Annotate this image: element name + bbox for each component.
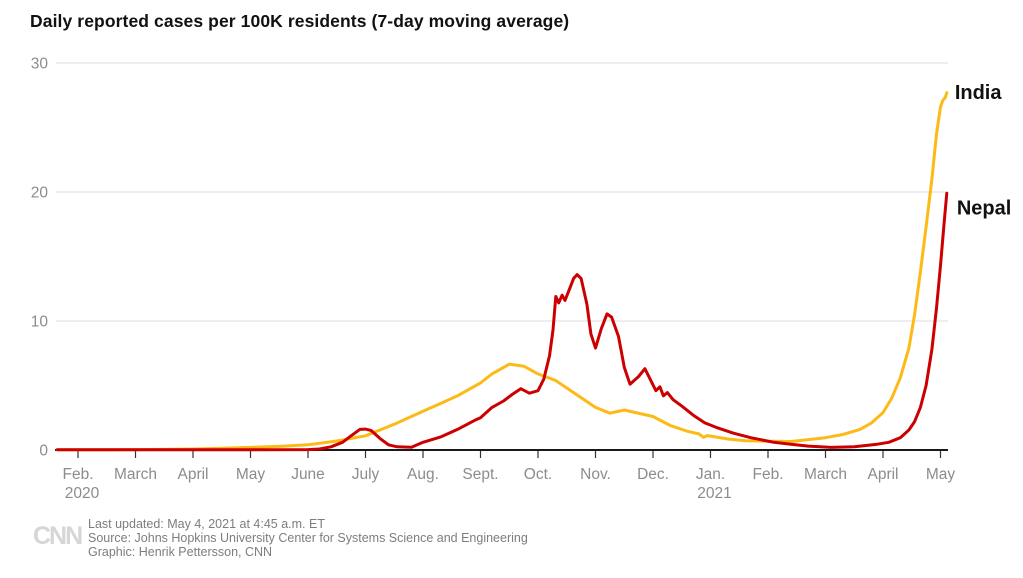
series-line-india	[55, 91, 949, 452]
series-label-india: India	[955, 82, 1003, 104]
x-tick-label-8: Oct.	[524, 466, 552, 483]
x-tick-label-0: Feb.	[62, 466, 93, 483]
x-tick-label-6: Aug.	[407, 466, 439, 483]
x-year-label-2021: 2021	[697, 485, 731, 502]
graphic-credit-text: Graphic: Henrik Pettersson, CNN	[88, 545, 273, 559]
x-tick-label-12: Feb.	[752, 466, 783, 483]
x-tick-label-13: March	[804, 466, 847, 483]
last-updated-text: Last updated: May 4, 2021 at 4:45 a.m. E…	[88, 517, 325, 531]
x-tick-label-5: July	[352, 466, 380, 483]
x-year-label-2020: 2020	[65, 485, 100, 502]
y-tick-label-10: 10	[31, 314, 49, 331]
chart-title: Daily reported cases per 100K residents …	[30, 11, 570, 31]
x-tick-label-10: Dec.	[637, 466, 669, 483]
footer-credits: Last updated: May 4, 2021 at 4:45 a.m. E…	[88, 517, 528, 559]
series-label-nepal: Nepal	[957, 198, 1011, 220]
x-tick-label-9: Nov.	[580, 466, 611, 483]
y-tick-label-30: 30	[31, 56, 49, 73]
x-tick-label-2: April	[177, 466, 208, 483]
x-tick-label-3: May	[236, 466, 266, 483]
series-line-nepal	[55, 191, 949, 452]
x-tick-label-11: Jan.	[696, 466, 725, 483]
x-tick-label-4: June	[291, 466, 325, 483]
y-tick-label-0: 0	[39, 443, 48, 460]
cnn-logo: CNN	[33, 522, 83, 550]
x-tick-label-14: April	[867, 466, 898, 483]
y-tick-label-20: 20	[31, 185, 49, 202]
x-tick-label-7: Sept.	[462, 466, 498, 483]
x-tick-label-1: March	[114, 466, 157, 483]
source-text: Source: Johns Hopkins University Center …	[88, 531, 528, 545]
x-tick-label-15: May	[926, 466, 956, 483]
